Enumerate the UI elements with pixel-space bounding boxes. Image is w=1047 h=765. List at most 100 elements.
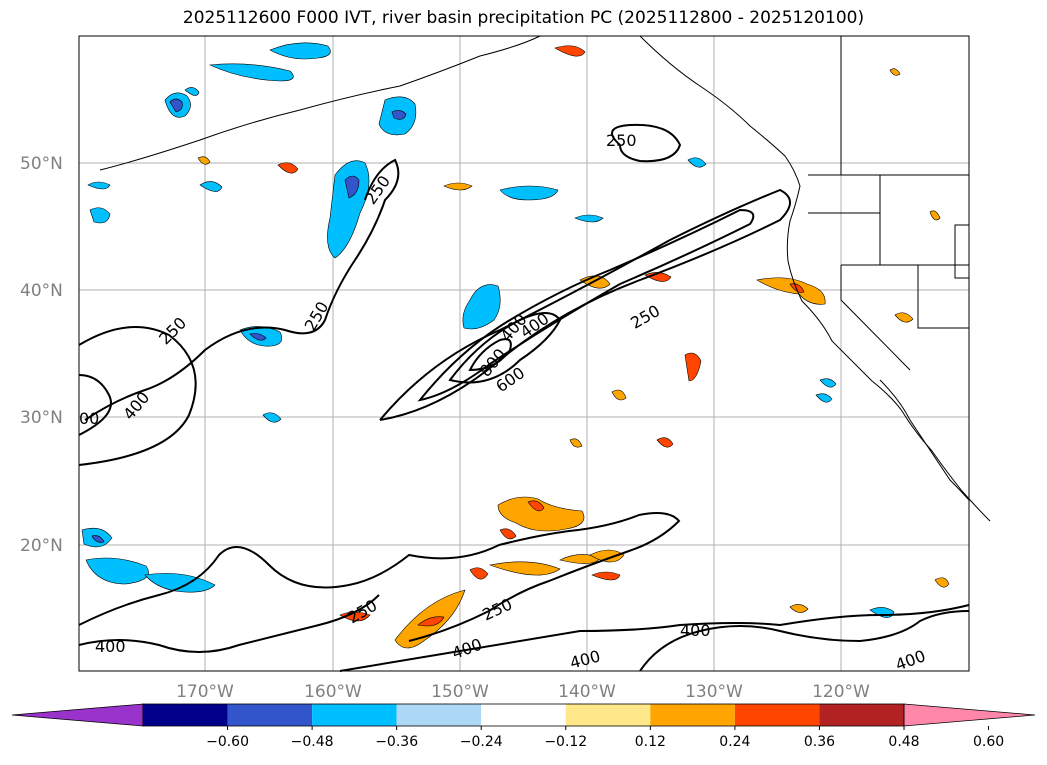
colorbar-tick-label: −0.48 [291,734,334,750]
precip-blob [339,611,371,622]
ivt-contour [611,123,682,163]
precip-blob [197,156,211,165]
precip-blob [497,496,585,532]
colorbar-frame [142,703,905,727]
colorbar-segment [565,704,651,726]
lon-label: 150°W [431,682,489,702]
precip-blob [574,214,604,223]
precip-blob [85,557,149,585]
contour-label: 250 [606,131,637,150]
precip-blob [443,182,473,191]
colorbar-tick-label: −0.12 [544,734,587,750]
longitude-labels: 170°W 160°W 150°W 140°W 130°W 120°W [176,682,870,702]
precip-blob [169,98,183,113]
chart-title: 2025112600 F000 IVT, river basin precipi… [182,8,865,28]
precip-blob [199,181,223,192]
precip-blob [611,389,627,401]
precip-blob [208,63,294,82]
lon-label: 160°W [304,682,362,702]
colorbar-segment [143,704,228,726]
colorbar-segment [734,704,820,726]
lon-label: 140°W [558,682,616,702]
contour-label: 00 [79,409,99,428]
map-background [79,36,969,671]
precip-blob [756,277,826,305]
precip-negative-areas [81,42,895,618]
precip-blob [469,567,489,580]
contour-label: 400 [680,621,711,640]
precip-blob [269,42,331,60]
colorbar-segment [650,704,735,726]
lat-label: 40°N [20,281,63,301]
ivt-contour [639,610,970,672]
precip-blob [929,210,941,221]
contour-label: 400 [95,637,126,656]
colorbar-tick-label: 0.36 [804,734,835,750]
precip-blob [889,68,901,76]
precip-blob [684,352,702,382]
colorbar-segment [396,704,482,726]
precip-blob [91,535,105,543]
coastline-aleutians [99,35,541,171]
ivt-contour [417,208,755,402]
ivt-contour [84,158,400,421]
colorbar-tick-label: 0.60 [973,734,1004,750]
precip-blob [344,175,360,199]
precip-blob [894,312,914,323]
lon-label: 170°W [176,682,234,702]
precip-blob [934,577,950,588]
precip-blob [262,412,282,423]
precip-blob [277,162,299,174]
colorbar-tick-label: −0.60 [206,734,249,750]
precip-blob [391,110,407,120]
precip-blob [87,181,111,190]
lat-label: 30°N [20,408,63,428]
colorbar-segment [227,704,313,726]
latitude-labels: 50°N 40°N 30°N 20°N [20,154,63,556]
precip-blob [569,438,583,448]
precip-blob [656,437,674,448]
precip-blob [249,333,267,341]
colorbar-tick-label: −0.24 [460,734,503,750]
map-frame [78,35,970,672]
precip-blob [184,87,200,96]
precip-blob [488,561,561,576]
graticule [79,36,969,671]
ivt-contour [468,338,512,372]
precip-blob [591,571,621,581]
precip-blob [789,604,809,613]
ivt-contour [339,604,970,672]
political-borders [808,36,970,371]
lon-label: 130°W [685,682,743,702]
colorbar-tick-label: −0.36 [375,734,418,750]
lat-label: 20°N [20,536,63,556]
precip-blob [499,528,517,540]
precip-blob [789,283,805,293]
ivt-contour [78,512,681,642]
precip-blob [462,284,501,330]
ivt-contours [78,123,970,672]
colorbar-tick-label: 0.12 [635,734,666,750]
ivt-contour [448,312,562,384]
colorbar-segment [481,704,566,726]
colorbar: −0.60 −0.48 −0.36 −0.24 −0.12 0.12 0.24 0.36 0.4… [11,703,1036,750]
lat-label: 50°N [20,154,63,174]
colorbar-extend-min [11,703,144,727]
precip-blob [819,378,837,388]
precip-blob [417,616,445,627]
ivt-contour [78,594,380,653]
colorbar-segment [312,704,397,726]
lon-label: 120°W [812,682,870,702]
precip-blob [815,393,833,403]
coastline-baja [879,379,970,501]
colorbar-tick-label: 0.24 [719,734,750,750]
precip-blob [89,207,111,224]
ivt-contour [78,326,197,466]
colorbar-segment [819,704,904,726]
coastlines [99,35,991,522]
precip-blob [687,157,707,168]
precip-blob [554,45,586,57]
border-us-states [808,175,970,371]
precip-blob [499,185,559,201]
